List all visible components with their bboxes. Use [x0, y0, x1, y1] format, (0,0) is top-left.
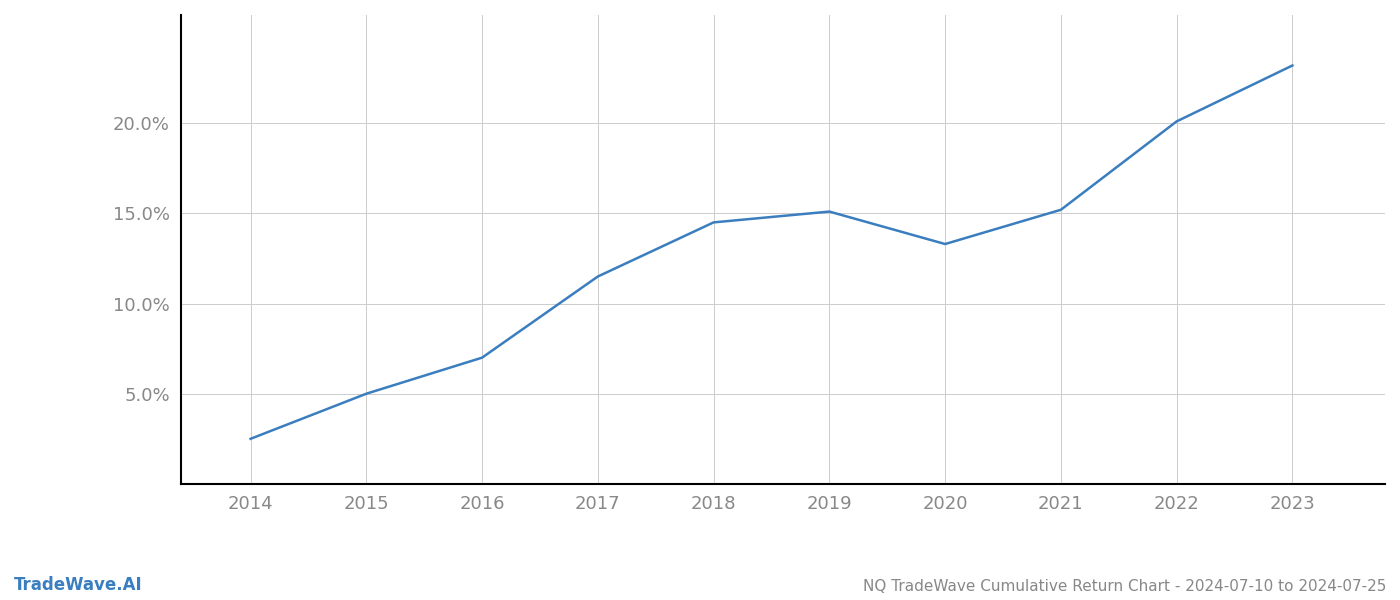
Text: NQ TradeWave Cumulative Return Chart - 2024-07-10 to 2024-07-25: NQ TradeWave Cumulative Return Chart - 2… [862, 579, 1386, 594]
Text: TradeWave.AI: TradeWave.AI [14, 576, 143, 594]
